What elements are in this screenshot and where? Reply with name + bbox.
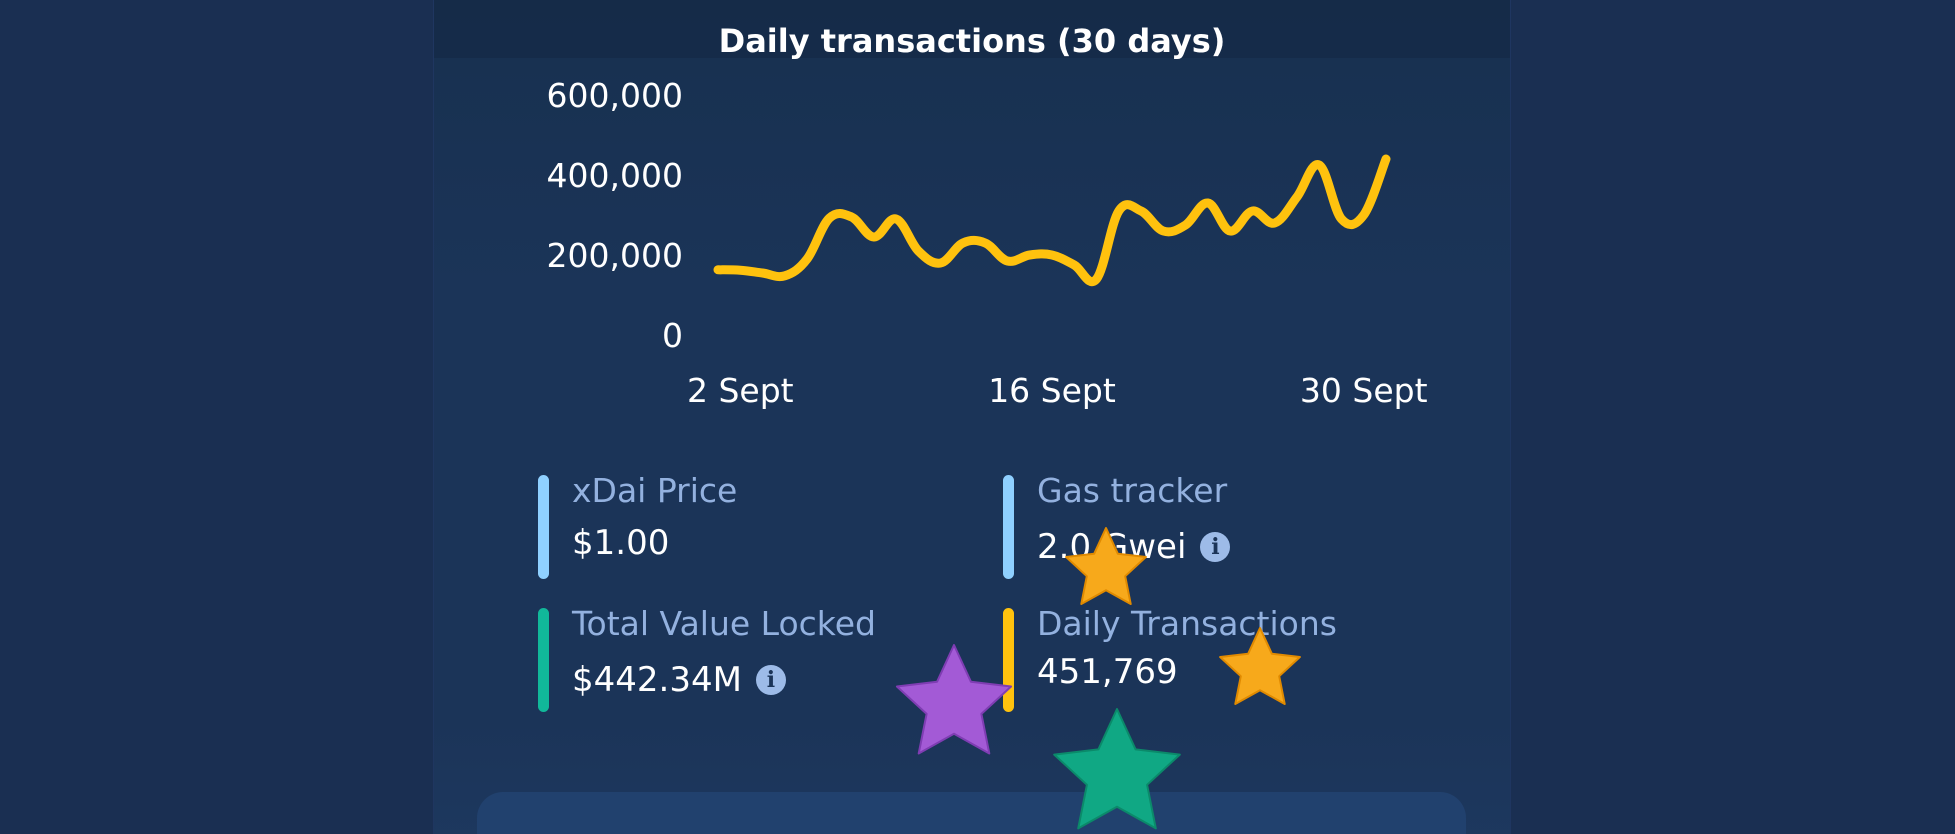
y-tick-label: 200,000 xyxy=(547,236,683,275)
info-icon[interactable]: i xyxy=(755,665,786,695)
stat-label: xDai Price xyxy=(572,471,738,510)
stat-indicator-bar xyxy=(538,608,549,712)
x-axis: 2 Sept 16 Sept 30 Sept xyxy=(687,371,1428,410)
y-tick-label: 0 xyxy=(662,316,683,355)
stat-indicator-bar xyxy=(1003,608,1014,712)
stat-value: $1.00 xyxy=(572,523,669,563)
y-axis: 600,000 400,000 200,000 0 xyxy=(547,76,683,355)
bottom-card[interactable] xyxy=(477,792,1466,834)
y-tick-label: 400,000 xyxy=(547,156,683,195)
y-tick-label: 600,000 xyxy=(547,76,683,115)
stat-label: Gas tracker xyxy=(1037,471,1228,510)
stat-label: Total Value Locked xyxy=(572,604,876,643)
info-icon[interactable]: i xyxy=(1200,532,1231,562)
stat-label: Daily Transactions xyxy=(1037,604,1337,643)
series-line xyxy=(713,154,1391,287)
stat-value-text: 2.0 Gwei xyxy=(1037,527,1187,567)
stat-value-text: $1.00 xyxy=(572,523,670,563)
chart-title: Daily transactions (30 days) xyxy=(718,22,1226,60)
stat-value: $442.34M i xyxy=(572,660,786,700)
stat-value-text: 451,769 xyxy=(1037,652,1178,692)
panel-header xyxy=(434,0,1510,58)
stat-value: 451,769 xyxy=(1037,652,1178,692)
stat-value: 2.0 Gwei i xyxy=(1037,527,1231,567)
x-tick-label: 30 Sept xyxy=(1300,371,1428,410)
x-tick-label: 2 Sept xyxy=(687,371,794,410)
stat-value-text: $442.34M xyxy=(572,660,742,700)
stat-indicator-bar xyxy=(538,475,549,579)
stat-indicator-bar xyxy=(1003,475,1014,579)
x-tick-label: 16 Sept xyxy=(988,371,1116,410)
